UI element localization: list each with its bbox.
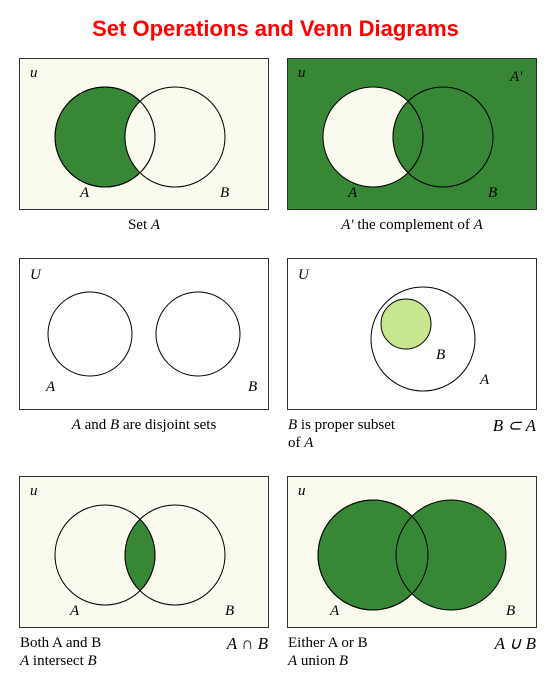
panel-set-a: u A B bbox=[19, 58, 269, 210]
u-label: u bbox=[30, 483, 38, 499]
panel-complement: u A B A' bbox=[287, 58, 537, 210]
label-b: B bbox=[225, 603, 234, 619]
u-label: u bbox=[298, 483, 306, 499]
label-b: B bbox=[248, 379, 257, 395]
panel-subset: U B A bbox=[287, 258, 537, 410]
circle-b bbox=[381, 299, 431, 349]
caption-intersect-formula: A ∩ B bbox=[227, 634, 268, 654]
label-a: A bbox=[479, 372, 490, 388]
label-a: A bbox=[347, 185, 358, 201]
cell-intersect: u A B Both A and BA intersect B A ∩ B bbox=[16, 476, 272, 670]
caption-subset-text: B is proper subset of A bbox=[288, 416, 398, 452]
circle-a bbox=[48, 292, 132, 376]
caption-union-text: Either A or BA union B bbox=[288, 634, 368, 670]
cell-complement: u A B A' A' the complement of A bbox=[284, 58, 540, 234]
caption-set-a: Set A bbox=[128, 216, 160, 234]
u-label: U bbox=[30, 267, 42, 283]
caption-complement: A' the complement of A bbox=[341, 216, 483, 234]
diagram-grid: u A B Set A u bbox=[16, 58, 535, 670]
page-title: Set Operations and Venn Diagrams bbox=[16, 16, 535, 42]
label-a: A bbox=[69, 603, 80, 619]
u-label: U bbox=[298, 267, 310, 283]
cell-subset: U B A B is proper subset of A B ⊂ A bbox=[284, 258, 540, 452]
panel-union: u A B bbox=[287, 476, 537, 628]
cell-disjoint: U A B A and B are disjoint sets bbox=[16, 258, 272, 452]
label-a-prime: A' bbox=[509, 69, 523, 85]
caption-intersect-text: Both A and BA intersect B bbox=[20, 634, 101, 670]
u-label: u bbox=[30, 65, 38, 81]
label-b: B bbox=[506, 603, 515, 619]
label-b: B bbox=[220, 185, 229, 201]
caption-subset-formula: B ⊂ A bbox=[493, 416, 536, 436]
cell-set-a: u A B Set A bbox=[16, 58, 272, 234]
label-b: B bbox=[436, 347, 445, 363]
caption-disjoint: A and B are disjoint sets bbox=[72, 416, 217, 434]
caption-union-formula: A ∪ B bbox=[495, 634, 536, 654]
panel-disjoint: U A B bbox=[19, 258, 269, 410]
label-a: A bbox=[45, 379, 56, 395]
label-b: B bbox=[488, 185, 497, 201]
label-a: A bbox=[79, 185, 90, 201]
cell-union: u A B Either A or BA union B A ∪ B bbox=[284, 476, 540, 670]
lens-region bbox=[125, 519, 155, 590]
panel-intersect: u A B bbox=[19, 476, 269, 628]
label-a: A bbox=[329, 603, 340, 619]
circle-b bbox=[156, 292, 240, 376]
u-label: u bbox=[298, 65, 306, 81]
